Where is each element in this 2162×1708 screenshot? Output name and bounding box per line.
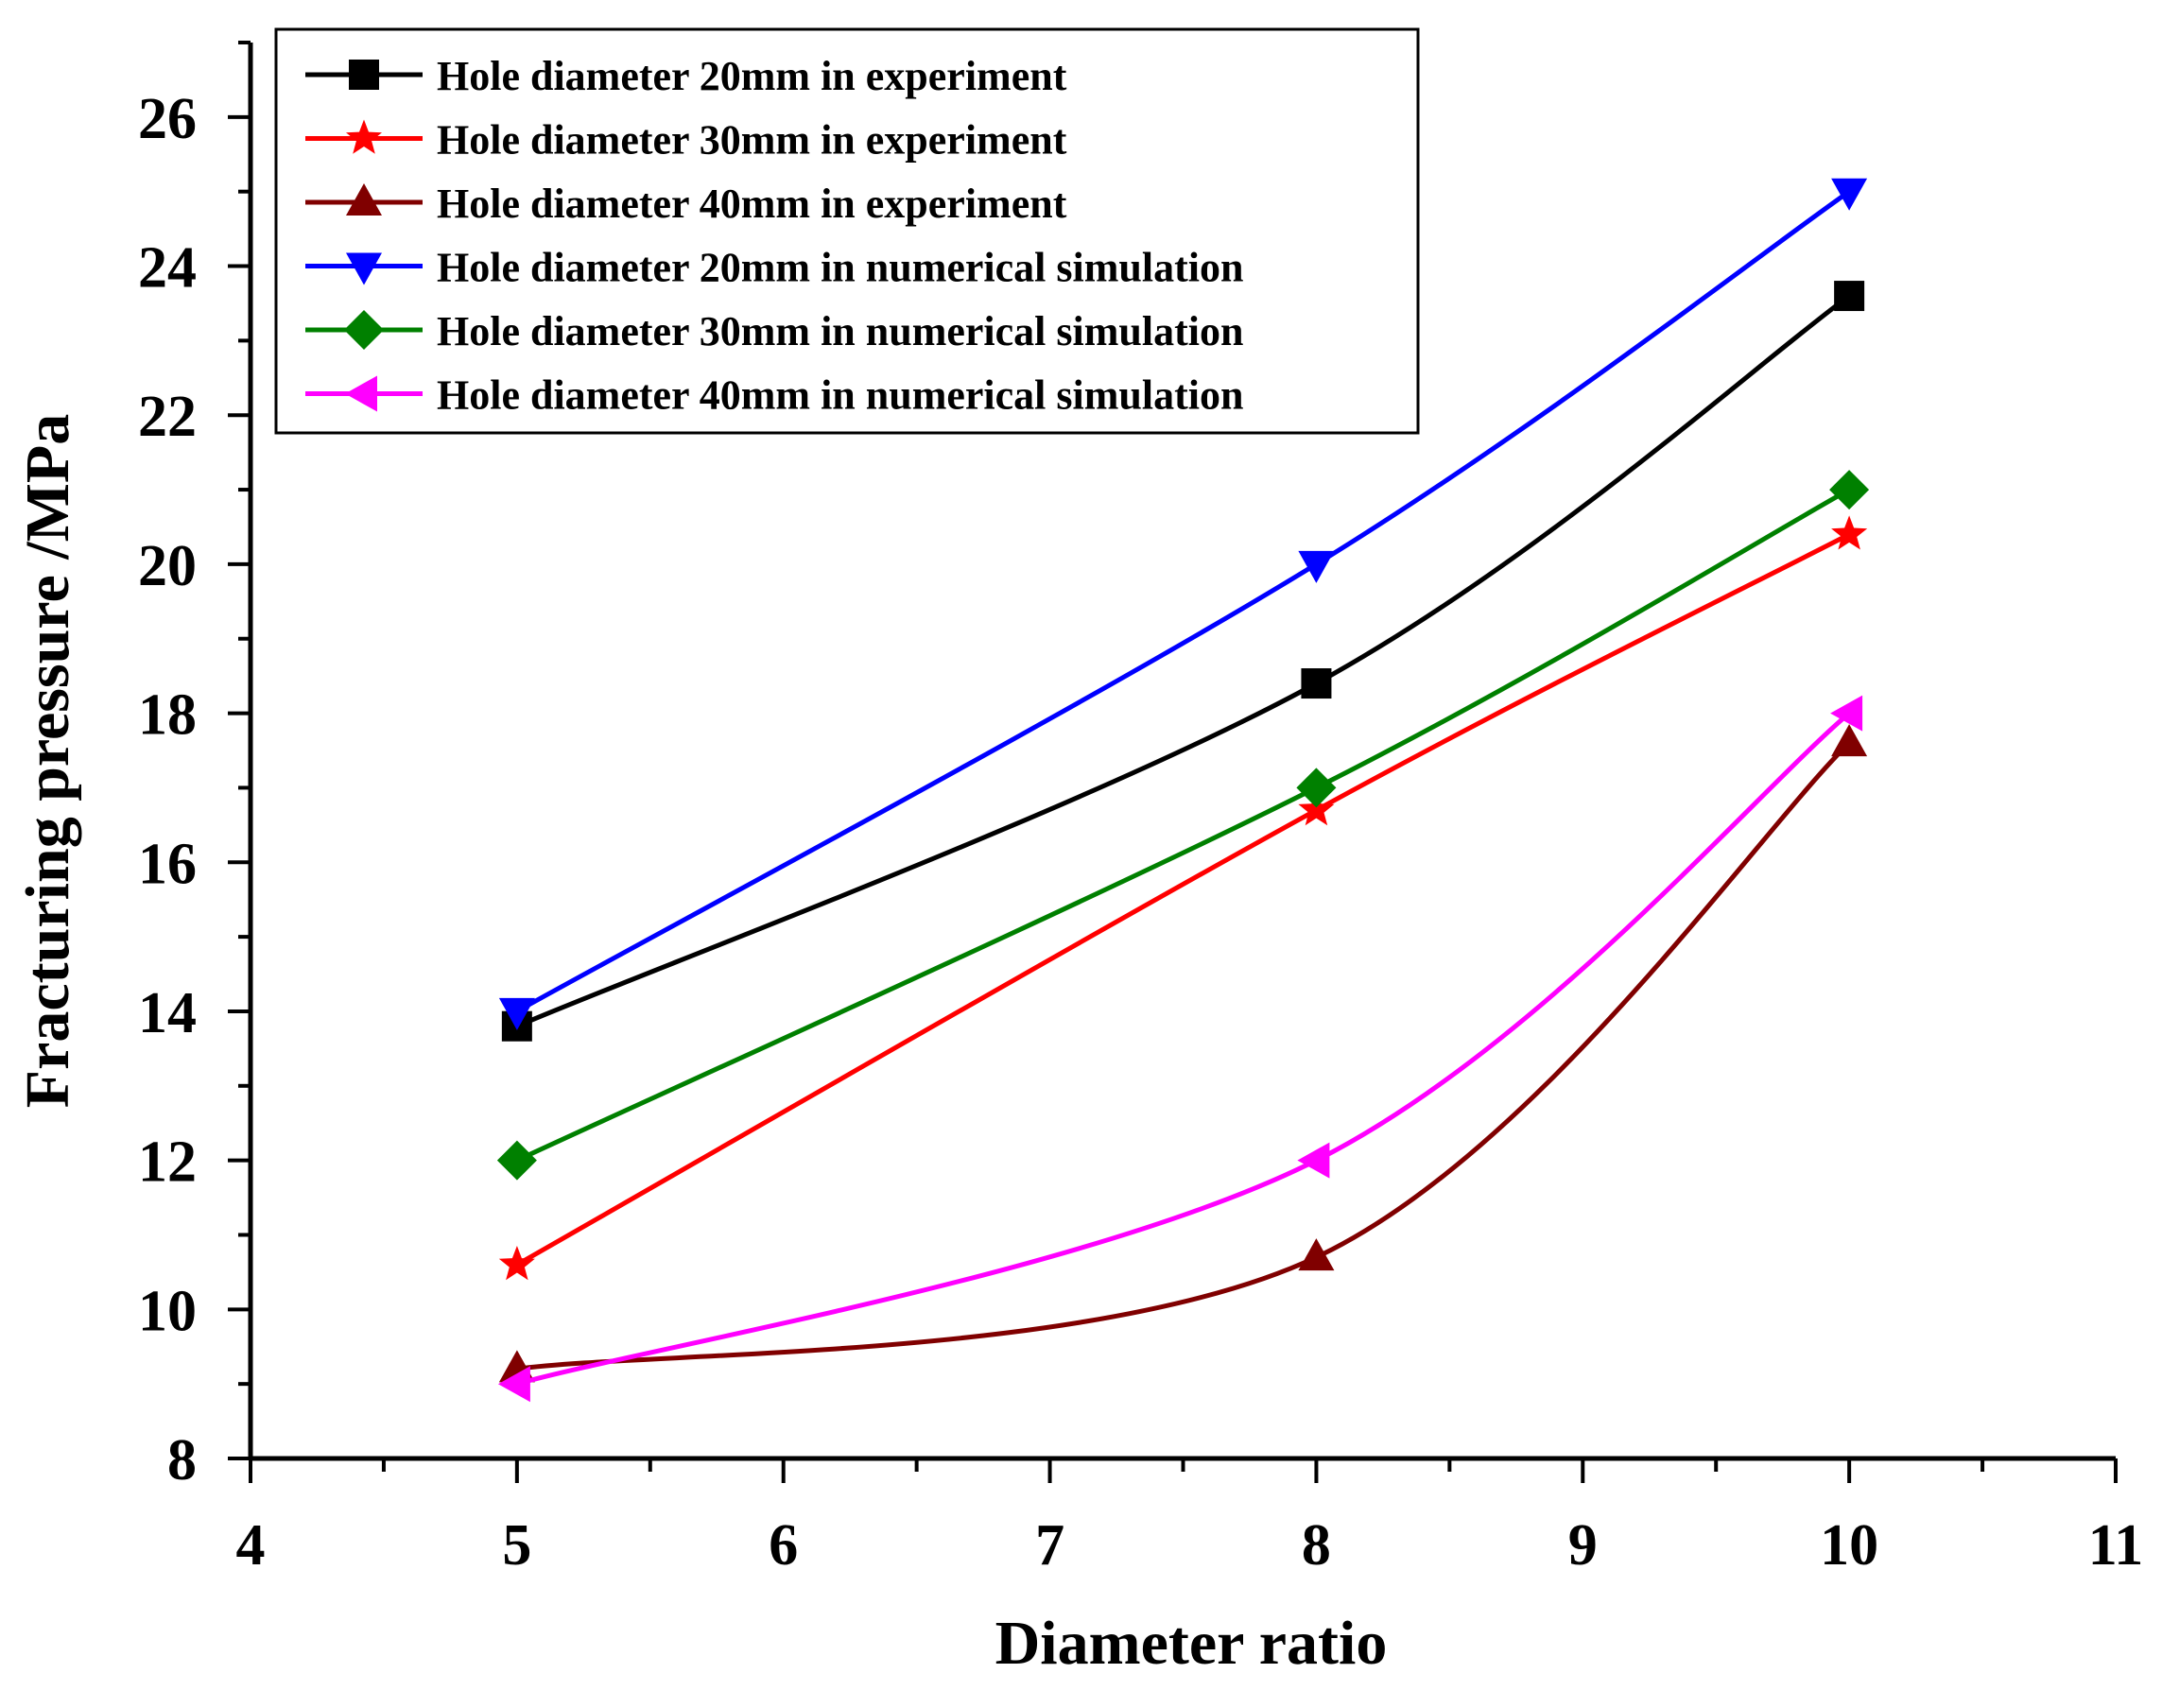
legend-label: Hole diameter 40mm in numerical simulati… — [437, 372, 1243, 419]
legend-item: Hole diameter 40mm in numerical simulati… — [305, 372, 1243, 419]
legend-marker — [345, 375, 377, 412]
legend-label: Hole diameter 20mm in numerical simulati… — [437, 245, 1243, 291]
legend-marker — [346, 252, 382, 285]
legend-item: Hole diameter 40mm in experiment — [305, 181, 1067, 227]
legend-label: Hole diameter 30mm in numerical simulati… — [437, 308, 1243, 354]
legend-box — [274, 27, 1420, 435]
data-point — [496, 1140, 537, 1181]
data-point — [1831, 515, 1868, 550]
data-point — [1301, 668, 1332, 699]
y-tick-label: 16 — [138, 832, 197, 896]
legend-item: Hole diameter 30mm in numerical simulati… — [305, 308, 1243, 354]
axes: 4 5 6 7 8 9 10 11 8 10 12 14 16 18 20 22 24 26 — [138, 41, 2144, 1578]
series-6 — [497, 695, 1863, 1403]
series-line — [516, 741, 1851, 1372]
legend-label: Hole diameter 20mm in experiment — [437, 53, 1067, 99]
data-point — [1298, 550, 1335, 583]
legend-item: Hole diameter 30mm in experiment — [305, 117, 1067, 164]
y-tick-label: 22 — [138, 385, 197, 449]
series-2 — [498, 515, 1868, 1281]
x-tick-label: 11 — [2088, 1513, 2144, 1578]
x-tick-label: 10 — [1820, 1513, 1878, 1578]
data-point — [498, 1246, 535, 1281]
series-line — [516, 711, 1851, 1387]
series-line — [515, 189, 1851, 1014]
legend-item: Hole diameter 20mm in experiment — [305, 53, 1067, 99]
legend-marker — [346, 183, 382, 216]
series-line — [515, 487, 1851, 1163]
data-point — [1834, 281, 1865, 312]
data-point — [1830, 695, 1863, 732]
series-line — [515, 532, 1851, 1268]
data-point — [1298, 1238, 1335, 1271]
series-5 — [496, 470, 1870, 1181]
data-point — [1831, 178, 1868, 211]
series-layer — [496, 178, 1870, 1403]
legend-label: Hole diameter 40mm in experiment — [437, 181, 1067, 227]
legend: Hole diameter 20mm in experiment Hole dia… — [274, 27, 1420, 435]
legend-item: Hole diameter 20mm in numerical simulati… — [305, 245, 1243, 291]
y-tick-label: 14 — [138, 981, 197, 1045]
x-tick-label: 7 — [1035, 1513, 1064, 1578]
data-point — [497, 1366, 530, 1403]
data-point — [1829, 470, 1870, 510]
legend-marker — [349, 60, 379, 90]
series-line — [515, 294, 1851, 1029]
y-tick-label: 8 — [167, 1428, 197, 1492]
series-3 — [498, 724, 1868, 1383]
y-tick-label: 10 — [138, 1279, 197, 1343]
legend-marker — [346, 119, 382, 154]
x-axis-title: Diameter ratio — [995, 1609, 1388, 1678]
y-tick-label: 12 — [138, 1130, 197, 1195]
data-point — [1298, 791, 1335, 826]
x-tick-label: 5 — [502, 1513, 531, 1578]
x-tick-label: 6 — [769, 1513, 798, 1578]
legend-marker — [344, 310, 384, 350]
x-tick-label: 4 — [236, 1513, 266, 1578]
y-tick-label: 26 — [138, 87, 197, 151]
y-tick-label: 24 — [138, 236, 197, 301]
series-4 — [498, 178, 1868, 1030]
data-point — [1297, 1142, 1330, 1179]
data-point — [498, 997, 535, 1030]
x-tick-label: 9 — [1568, 1513, 1598, 1578]
y-tick-label: 20 — [138, 534, 197, 598]
y-axis-title: Fracturing pressure /MPa — [13, 414, 82, 1108]
y-tick-label: 18 — [138, 683, 197, 748]
data-point — [1296, 768, 1337, 808]
legend-label: Hole diameter 30mm in experiment — [437, 117, 1067, 164]
data-point — [1831, 724, 1868, 757]
x-tick-label: 8 — [1302, 1513, 1331, 1578]
